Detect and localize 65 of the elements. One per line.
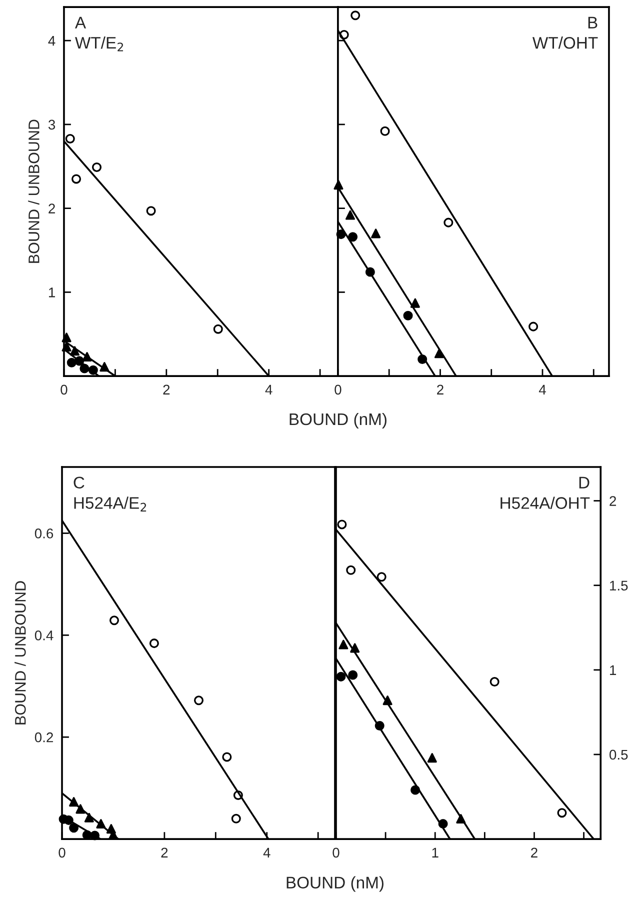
annotation: WT/OHT — [532, 36, 598, 49]
annotation: B — [588, 16, 598, 28]
point — [444, 218, 454, 228]
point — [557, 808, 567, 818]
point — [337, 520, 347, 530]
x-axis-title: BOUND (nM) — [286, 876, 384, 892]
point — [65, 134, 75, 144]
x-tick-label: 2 — [163, 384, 170, 394]
annotation: H524A/E$_{2}$ — [74, 496, 146, 512]
x-tick-label: 4 — [538, 384, 546, 394]
x-tick-label: 2 — [161, 848, 168, 858]
point — [194, 696, 204, 706]
x-axis-title: BOUND (nM) — [290, 412, 386, 428]
y-tick-label: 0.4 — [34, 630, 54, 640]
x-tick-label: 0 — [332, 848, 340, 858]
point — [72, 174, 82, 184]
y-tick-label: 0.2 — [34, 732, 53, 742]
y2-tick-label: 1 — [610, 665, 616, 675]
y-tick-label: 1 — [48, 288, 55, 298]
y-tick-label: 3 — [48, 120, 56, 130]
y-axis-title: BOUND / UNBOUND — [28, 120, 40, 263]
y2-tick-label: 2 — [610, 496, 616, 506]
y2-tick-label: 1.5 — [610, 580, 628, 591]
point — [528, 322, 538, 332]
point — [403, 310, 413, 320]
point — [222, 752, 232, 762]
point — [109, 616, 120, 626]
x-tick-label: 4 — [265, 384, 272, 394]
point — [231, 814, 241, 824]
y-tick-label: 2 — [48, 204, 55, 214]
point — [410, 298, 420, 308]
annotation: WT/E$_{2}$ — [75, 36, 124, 52]
x-tick-label: 0 — [58, 848, 66, 858]
point — [146, 206, 156, 216]
point — [346, 565, 356, 575]
point — [213, 324, 223, 334]
y-tick-label: 0.6 — [34, 528, 54, 538]
y-axis-title: BOUND / UNBOUND — [14, 581, 26, 724]
x-tick-label: 0 — [60, 384, 68, 395]
point — [348, 670, 358, 680]
annotation: A — [74, 16, 86, 28]
point — [371, 228, 381, 238]
point — [376, 572, 386, 582]
y2-tick-label: 0.5 — [610, 750, 628, 760]
point — [380, 126, 390, 136]
point — [149, 638, 159, 648]
y-tick-label: 4 — [48, 36, 56, 46]
point — [348, 232, 358, 242]
annotation: H524A/OHT — [500, 496, 590, 509]
point — [490, 676, 500, 687]
point — [350, 10, 360, 20]
point — [427, 753, 437, 763]
x-tick-label: 0 — [334, 384, 342, 395]
annotation: C — [74, 476, 84, 489]
point — [92, 162, 102, 172]
x-tick-label: 2 — [437, 384, 444, 394]
point — [338, 640, 348, 650]
x-tick-label: 2 — [531, 848, 538, 858]
x-tick-label: 1 — [432, 848, 438, 858]
point — [66, 358, 76, 368]
point — [345, 210, 356, 220]
point — [336, 672, 346, 682]
point — [69, 823, 79, 833]
x-tick-label: 4 — [263, 848, 270, 858]
annotation: D — [579, 476, 590, 488]
